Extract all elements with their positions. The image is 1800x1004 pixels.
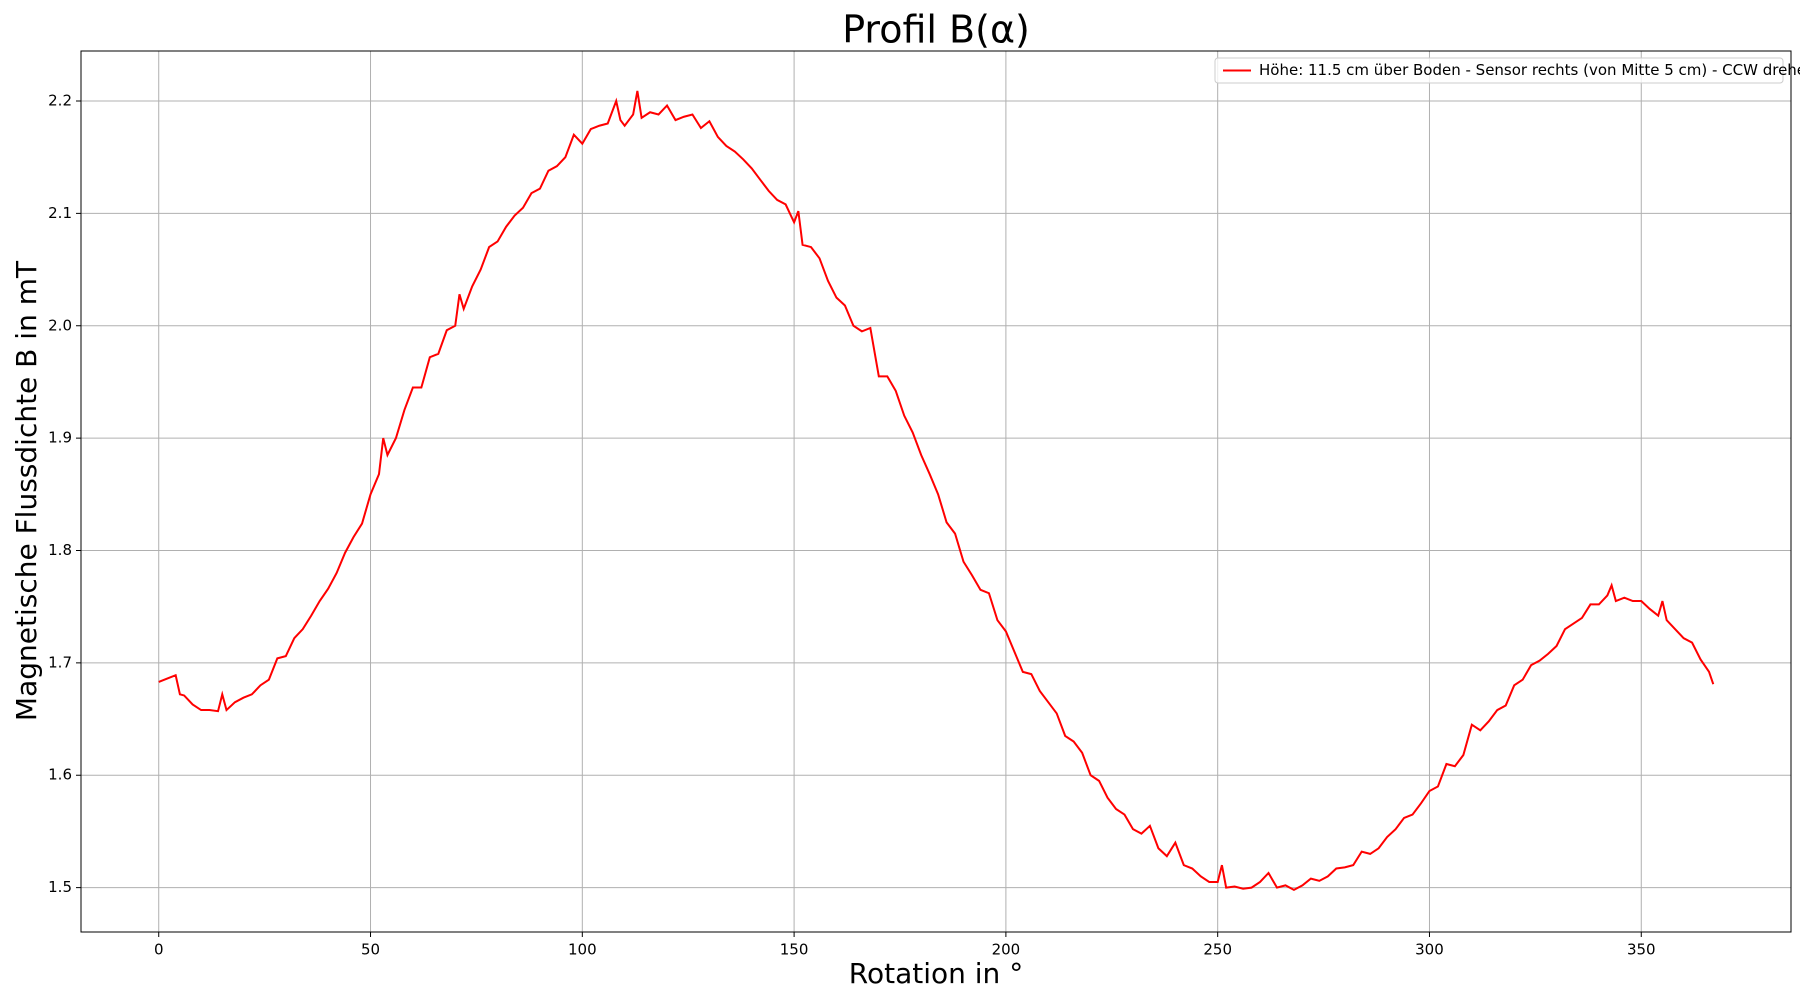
legend-box	[1214, 57, 1784, 84]
x-tick-label: 350	[1627, 941, 1656, 959]
chart-title: Profil B(α)	[842, 8, 1030, 52]
y-tick-label: 1.7	[48, 653, 72, 671]
y-tick-label: 1.8	[48, 541, 72, 559]
x-tick-label: 0	[154, 941, 164, 959]
y-tick-label: 1.9	[48, 429, 72, 447]
x-tick-label: 50	[361, 941, 380, 959]
y-tick-label: 1.6	[48, 766, 72, 784]
y-tick-label: 2.2	[48, 92, 72, 110]
legend-label: Höhe: 11.5 cm über Boden - Sensor rechts…	[1259, 61, 1800, 79]
x-axis-label: Rotation in °	[849, 957, 1023, 990]
x-tick-label: 200	[992, 941, 1021, 959]
y-tick-label: 1.5	[48, 878, 72, 896]
y-tick-label: 2.1	[48, 204, 72, 222]
x-tick-label: 250	[1203, 941, 1232, 959]
plot-frame	[80, 50, 1792, 933]
x-tick-label: 100	[568, 941, 597, 959]
y-axis-label: Magnetische Flussdichte B in mT	[10, 260, 43, 721]
x-tick-label: 300	[1415, 941, 1444, 959]
data-line	[158, 90, 1715, 891]
y-tick-label: 2.0	[48, 316, 72, 334]
x-tick-label: 150	[780, 941, 809, 959]
